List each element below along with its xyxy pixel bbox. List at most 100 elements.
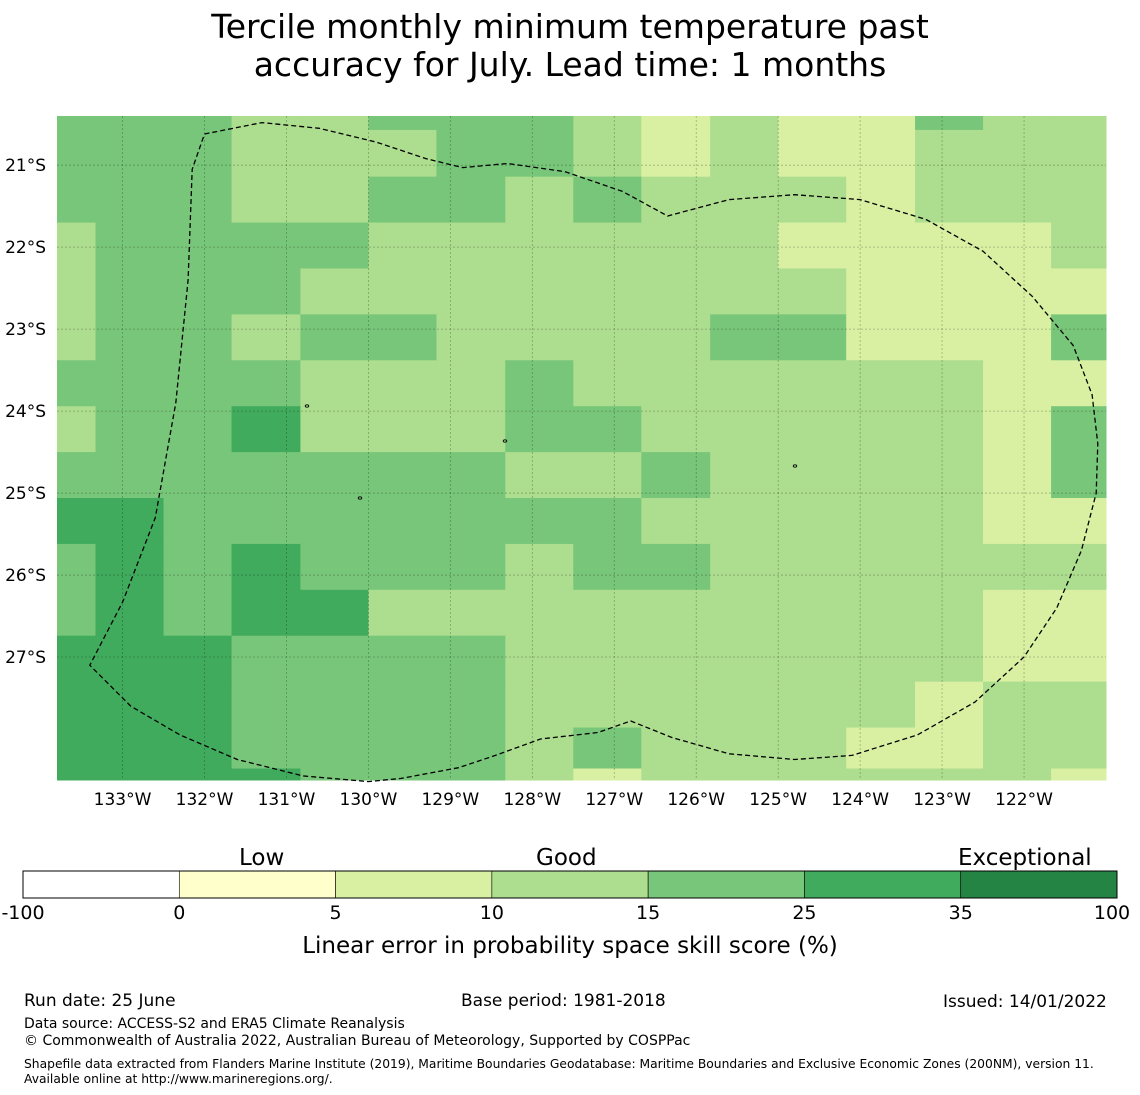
map-cell xyxy=(846,635,916,683)
map-cell xyxy=(231,727,301,770)
map-title-line-2: accuracy for July. Lead time: 1 months xyxy=(253,45,887,84)
map-cell xyxy=(505,635,574,683)
map-cell xyxy=(641,314,711,361)
colorbar-tick-label: 0 xyxy=(173,902,186,924)
map-cell xyxy=(95,116,165,131)
latitude-label: 21°S xyxy=(5,156,46,176)
map-cell xyxy=(983,129,1052,178)
map-cell xyxy=(505,681,574,729)
map-cell xyxy=(95,768,165,781)
map-cell xyxy=(710,268,779,315)
map-cell xyxy=(436,452,506,499)
longitude-label: 128°W xyxy=(503,790,561,810)
map-cell xyxy=(368,406,437,453)
map-cell xyxy=(163,314,233,361)
map-cell xyxy=(368,314,437,361)
map-cell xyxy=(57,314,97,361)
map-cell xyxy=(57,727,97,770)
map-title-line-1: Tercile monthly minimum temperature past xyxy=(211,7,929,46)
map-cell xyxy=(641,268,711,315)
map-cell xyxy=(436,498,506,545)
map-cell xyxy=(573,589,642,637)
map-cell xyxy=(505,768,574,781)
map-cell xyxy=(846,406,916,453)
map-cell xyxy=(983,589,1052,637)
map-cell xyxy=(710,543,779,591)
map-cell xyxy=(57,176,97,224)
latitude-label: 27°S xyxy=(5,648,46,668)
map-cell xyxy=(368,116,437,131)
map-cell xyxy=(641,129,711,178)
map-cell xyxy=(983,406,1052,453)
map-cell xyxy=(95,589,165,637)
map-cell xyxy=(641,498,711,545)
map-cell xyxy=(300,314,369,361)
map-cell xyxy=(95,543,165,591)
map-cell xyxy=(778,727,847,770)
map-cell xyxy=(163,452,233,499)
map-cell xyxy=(95,406,165,453)
map-cell xyxy=(846,543,916,591)
map-cell xyxy=(163,268,233,315)
map-cell xyxy=(710,314,779,361)
map-cell xyxy=(231,314,301,361)
longitude-labels: 133°W 132°W 131°W 130°W 129°W 128°W 127°W 126°W… xyxy=(94,790,1053,810)
map-cell xyxy=(231,589,301,637)
map-cell xyxy=(641,543,711,591)
longitude-label: 130°W xyxy=(340,790,398,810)
map-cell xyxy=(300,681,369,729)
map-cell xyxy=(573,498,642,545)
map-cell xyxy=(368,129,437,178)
map-cell xyxy=(436,360,506,407)
map-cell xyxy=(573,727,642,770)
longitude-label: 123°W xyxy=(913,790,971,810)
map-cell xyxy=(573,543,642,591)
map-cell xyxy=(778,452,847,499)
colorbar-segment xyxy=(335,870,493,899)
map-cell xyxy=(1051,222,1107,269)
map-cell xyxy=(915,360,984,407)
map-cell xyxy=(641,222,711,269)
map-cell xyxy=(300,222,369,269)
map-cell xyxy=(710,222,779,269)
map-cell xyxy=(505,452,574,499)
map-cell xyxy=(57,452,97,499)
map-cell xyxy=(1051,727,1107,770)
map-cell xyxy=(368,498,437,545)
map-cell xyxy=(436,129,506,178)
map-cell xyxy=(710,635,779,683)
latitude-labels: 21°S 22°S 23°S 24°S 25°S 26°S 27°S xyxy=(5,156,46,668)
longitude-label: 124°W xyxy=(831,790,889,810)
map-cell xyxy=(573,268,642,315)
map-cell xyxy=(436,222,506,269)
islands xyxy=(304,404,798,500)
map-cell xyxy=(300,543,369,591)
longitude-label: 125°W xyxy=(749,790,807,810)
map-cell xyxy=(983,452,1052,499)
latitude-label: 22°S xyxy=(5,238,46,258)
map-cell xyxy=(778,314,847,361)
map-cell xyxy=(573,314,642,361)
island-outline xyxy=(357,496,363,500)
map-cell xyxy=(915,543,984,591)
map-cell xyxy=(368,727,437,770)
map-cell xyxy=(778,635,847,683)
map-cell xyxy=(573,360,642,407)
map-cell xyxy=(163,543,233,591)
map-cell xyxy=(641,176,711,224)
map-cell xyxy=(505,314,574,361)
map-cell xyxy=(641,452,711,499)
map-cell xyxy=(300,176,369,224)
colorbar-segment xyxy=(960,870,1118,899)
map-cell xyxy=(573,116,642,131)
map-cell xyxy=(1051,635,1107,683)
map-cell xyxy=(368,176,437,224)
map-cell xyxy=(983,635,1052,683)
map-cell xyxy=(505,268,574,315)
base-period: Base period: 1981-2018 xyxy=(461,991,666,1011)
map-cell xyxy=(163,498,233,545)
map-cell xyxy=(710,681,779,729)
map-cell xyxy=(231,452,301,499)
map-cell xyxy=(778,589,847,637)
map-cell xyxy=(710,727,779,770)
